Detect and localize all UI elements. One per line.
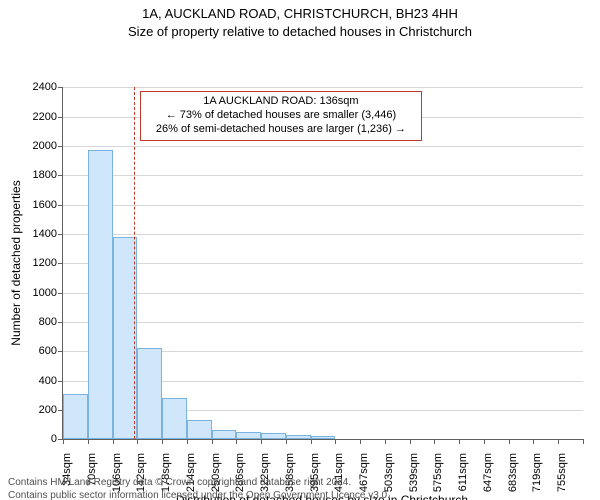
- xtick-mark: [583, 439, 584, 444]
- xtick-mark: [162, 439, 163, 444]
- xtick-mark: [212, 439, 213, 444]
- histogram-bar: [63, 394, 88, 439]
- ytick-label: 0: [51, 433, 57, 445]
- marker-line: [134, 87, 135, 439]
- ytick-mark: [58, 322, 63, 323]
- ytick-label: 1600: [33, 199, 57, 211]
- ytick-label: 200: [39, 404, 57, 416]
- xtick-mark: [558, 439, 559, 444]
- xtick-mark: [459, 439, 460, 444]
- xtick-mark: [335, 439, 336, 444]
- xtick-mark: [410, 439, 411, 444]
- gridline: [63, 263, 583, 264]
- xtick-mark: [434, 439, 435, 444]
- histogram-bar: [311, 436, 336, 439]
- xtick-mark: [484, 439, 485, 444]
- xtick-mark: [360, 439, 361, 444]
- ytick-label: 400: [39, 375, 57, 387]
- xtick-mark: [509, 439, 510, 444]
- ytick-mark: [58, 87, 63, 88]
- xtick-mark: [236, 439, 237, 444]
- xtick-mark: [113, 439, 114, 444]
- ytick-mark: [58, 234, 63, 235]
- histogram-bar: [88, 150, 113, 439]
- xtick-label: 647sqm: [482, 453, 494, 492]
- ytick-label: 1000: [33, 287, 57, 299]
- ytick-mark: [58, 117, 63, 118]
- gridline: [63, 234, 583, 235]
- histogram-bar: [236, 432, 261, 439]
- ytick-mark: [58, 175, 63, 176]
- ytick-label: 800: [39, 316, 57, 328]
- ytick-mark: [58, 293, 63, 294]
- xtick-label: 683sqm: [507, 453, 519, 492]
- xtick-mark: [63, 439, 64, 444]
- histogram-bar: [261, 433, 286, 439]
- annotation-line: 26% of semi-detached houses are larger (…: [147, 123, 415, 137]
- root: 1A, AUCKLAND ROAD, CHRISTCHURCH, BH23 4H…: [0, 6, 600, 500]
- ytick-mark: [58, 351, 63, 352]
- footer-attribution: Contains HM Land Registry data © Crown c…: [8, 477, 390, 500]
- footer-line-2: Contains public sector information licen…: [8, 490, 390, 500]
- xtick-label: 719sqm: [531, 453, 543, 492]
- gridline: [63, 293, 583, 294]
- footer-line-1: Contains HM Land Registry data © Crown c…: [8, 477, 390, 490]
- xtick-mark: [385, 439, 386, 444]
- xtick-mark: [187, 439, 188, 444]
- xtick-label: 575sqm: [432, 453, 444, 492]
- histogram-bar: [286, 435, 311, 439]
- y-axis-title: Number of detached properties: [9, 180, 23, 345]
- gridline: [63, 205, 583, 206]
- ytick-label: 600: [39, 345, 57, 357]
- ytick-label: 2000: [33, 140, 57, 152]
- xtick-mark: [261, 439, 262, 444]
- ytick-mark: [58, 263, 63, 264]
- gridline: [63, 146, 583, 147]
- xtick-mark: [88, 439, 89, 444]
- page-subtitle: Size of property relative to detached ho…: [0, 24, 600, 40]
- annotation-line: 1A AUCKLAND ROAD: 136sqm: [147, 95, 415, 109]
- xtick-label: 539sqm: [408, 453, 420, 492]
- histogram-bar: [137, 348, 162, 439]
- xtick-mark: [533, 439, 534, 444]
- xtick-mark: [311, 439, 312, 444]
- ytick-mark: [58, 146, 63, 147]
- annotation-box: 1A AUCKLAND ROAD: 136sqm← 73% of detache…: [140, 91, 422, 140]
- histogram-bar: [187, 420, 212, 439]
- ytick-mark: [58, 205, 63, 206]
- ytick-label: 1400: [33, 228, 57, 240]
- gridline: [63, 322, 583, 323]
- histogram-bar: [162, 398, 187, 439]
- plot-area: 0200400600800100012001400160018002000220…: [62, 87, 583, 440]
- histogram-bar: [212, 430, 237, 439]
- ytick-label: 2400: [33, 81, 57, 93]
- gridline: [63, 175, 583, 176]
- xtick-mark: [286, 439, 287, 444]
- ytick-label: 2200: [33, 111, 57, 123]
- annotation-line: ← 73% of detached houses are smaller (3,…: [147, 109, 415, 123]
- xtick-label: 611sqm: [457, 453, 469, 491]
- gridline: [63, 87, 583, 88]
- xtick-mark: [137, 439, 138, 444]
- ytick-label: 1800: [33, 169, 57, 181]
- xtick-label: 755sqm: [556, 453, 568, 492]
- ytick-label: 1200: [33, 257, 57, 269]
- page-title: 1A, AUCKLAND ROAD, CHRISTCHURCH, BH23 4H…: [0, 6, 600, 22]
- ytick-mark: [58, 381, 63, 382]
